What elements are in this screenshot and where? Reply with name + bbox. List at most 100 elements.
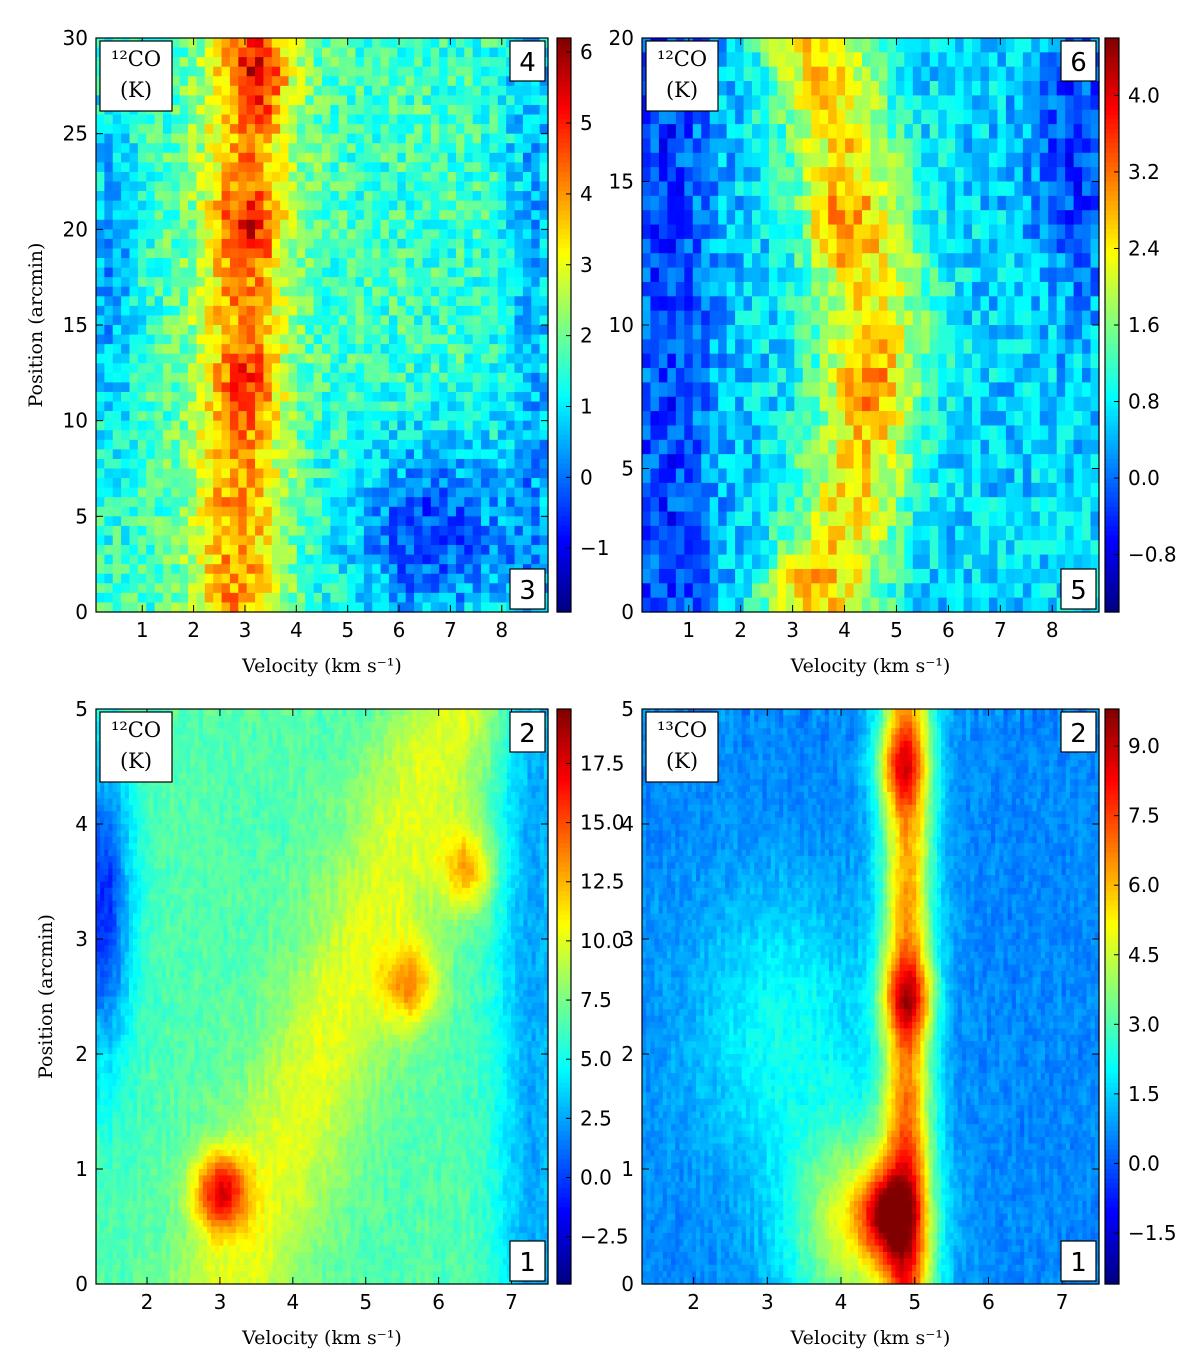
heatmap-cell xyxy=(263,382,272,392)
heatmap-cell xyxy=(896,239,905,254)
heatmap-cell xyxy=(947,411,956,426)
heatmap-cell xyxy=(515,430,524,440)
heatmap-cell xyxy=(255,545,264,555)
heatmap-cell xyxy=(489,115,498,125)
heatmap-cell xyxy=(339,564,348,574)
heatmap-cell xyxy=(439,306,448,316)
heatmap-cell xyxy=(947,354,956,369)
heatmap-cell xyxy=(887,239,896,254)
heatmap-cell xyxy=(1091,368,1100,383)
heatmap-cell xyxy=(515,373,524,383)
heatmap-cell xyxy=(718,210,727,225)
heatmap-cell xyxy=(96,488,105,498)
heatmap-cell xyxy=(760,411,769,426)
heatmap-cell xyxy=(314,239,323,249)
heatmap-cell xyxy=(489,143,498,153)
heatmap-cell xyxy=(947,124,956,139)
heatmap-cell xyxy=(171,268,180,278)
heatmap-cell xyxy=(498,392,507,402)
heatmap-cell xyxy=(1065,210,1074,225)
heatmap-cell xyxy=(272,421,281,431)
heatmap-cell xyxy=(718,253,727,268)
heatmap-cell xyxy=(431,535,440,545)
heatmap-cell xyxy=(305,449,314,459)
heatmap-cell xyxy=(255,535,264,545)
heatmap-cell xyxy=(431,124,440,134)
colorbar-tick-label: 4 xyxy=(580,182,593,206)
heatmap-cell xyxy=(247,248,256,258)
heatmap-cell xyxy=(981,110,990,125)
heatmap-cell xyxy=(196,497,205,507)
heatmap-cell xyxy=(989,38,998,53)
heatmap-cell xyxy=(146,382,155,392)
heatmap-cell xyxy=(879,196,888,211)
heatmap-cell xyxy=(515,478,524,488)
heatmap-cell xyxy=(222,363,231,373)
heatmap-cell xyxy=(777,38,786,53)
heatmap-cell xyxy=(489,363,498,373)
colorbar-segment xyxy=(557,464,571,469)
heatmap-cell xyxy=(389,382,398,392)
heatmap-cell xyxy=(314,545,323,555)
heatmap-cell xyxy=(752,354,761,369)
heatmap-cell xyxy=(921,382,930,397)
heatmap-cell xyxy=(1091,411,1100,426)
heatmap-cell xyxy=(464,172,473,182)
heatmap-cell xyxy=(701,239,710,254)
heatmap-cell xyxy=(129,201,138,211)
heatmap-cell xyxy=(121,363,130,373)
heatmap-cell xyxy=(464,545,473,555)
heatmap-cell xyxy=(777,167,786,182)
heatmap-cell xyxy=(180,488,189,498)
heatmap-cell xyxy=(129,229,138,239)
heatmap-cell xyxy=(811,397,820,412)
heatmap-cell xyxy=(667,397,676,412)
heatmap-cell xyxy=(930,354,939,369)
heatmap-cell xyxy=(422,564,431,574)
heatmap-cell xyxy=(180,57,189,67)
heatmap-cell xyxy=(760,268,769,283)
heatmap-cell xyxy=(230,459,239,469)
heatmap-cell xyxy=(981,382,990,397)
heatmap-cell xyxy=(794,110,803,125)
heatmap-cell xyxy=(272,593,281,603)
heatmap-cell xyxy=(820,397,829,412)
heatmap-cell xyxy=(138,507,147,517)
heatmap-cell xyxy=(322,392,331,402)
heatmap-cell xyxy=(414,354,423,364)
heatmap-cell xyxy=(1065,95,1074,110)
heatmap-cell xyxy=(372,421,381,431)
heatmap-cell xyxy=(989,225,998,240)
heatmap-cell xyxy=(188,497,197,507)
heatmap-cell xyxy=(921,110,930,125)
heatmap-cell xyxy=(540,95,549,105)
heatmap-cell xyxy=(121,449,130,459)
heatmap-cell xyxy=(163,143,172,153)
heatmap-cell xyxy=(146,392,155,402)
heatmap-cell xyxy=(180,574,189,584)
heatmap-cell xyxy=(180,239,189,249)
heatmap-cell xyxy=(1057,138,1066,153)
heatmap-cell xyxy=(397,182,406,192)
heatmap-cell xyxy=(1040,397,1049,412)
heatmap-cell xyxy=(981,339,990,354)
heatmap-cell xyxy=(247,469,256,479)
heatmap-cell xyxy=(752,268,761,283)
heatmap-cell xyxy=(481,315,490,325)
heatmap-cell xyxy=(104,191,113,201)
heatmap-cell xyxy=(339,421,348,431)
heatmap-cell xyxy=(904,268,913,283)
heatmap-cell xyxy=(540,191,549,201)
heatmap-cell xyxy=(693,282,702,297)
heatmap-cell xyxy=(238,124,247,134)
heatmap-cell xyxy=(769,67,778,82)
heatmap-cell xyxy=(989,311,998,326)
heatmap-cell xyxy=(1057,382,1066,397)
heatmap-cell xyxy=(205,459,214,469)
heatmap-cell xyxy=(171,76,180,86)
heatmap-cell xyxy=(871,95,880,110)
heatmap-cell xyxy=(155,430,164,440)
heatmap-cell xyxy=(263,57,272,67)
heatmap-cell xyxy=(188,507,197,517)
heatmap-cell xyxy=(280,449,289,459)
